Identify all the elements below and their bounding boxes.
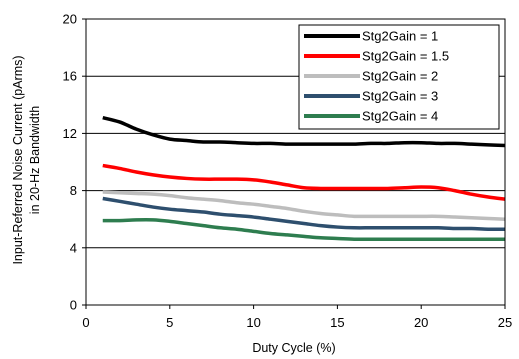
x-tick-label: 25: [498, 315, 512, 330]
legend-label-2: Stg2Gain = 1.5: [362, 49, 449, 64]
series-line-2: [102, 163, 506, 201]
y-tick-label: 16: [63, 69, 77, 84]
axis-ticks: [82, 18, 506, 309]
x-tick-labels: 0 5 10 15 20 25: [82, 315, 512, 330]
y-tick-label: 8: [70, 183, 77, 198]
y-tick-label: 0: [70, 298, 77, 313]
x-tick-label: 15: [330, 315, 344, 330]
series-line-5: [102, 218, 505, 242]
series-line-3: [102, 190, 506, 221]
y-axis-title-line-1: Input-Referred Noise Current (pArms): [11, 55, 25, 264]
y-axis-title: Input-Referred Noise Current (pArms) in …: [11, 55, 42, 264]
y-tick-label: 20: [63, 12, 77, 27]
x-tick-label: 10: [246, 315, 260, 330]
plot-frame: [85, 18, 506, 306]
legend: Stg2Gain = 1 Stg2Gain = 1.5 Stg2Gain = 2 St…: [298, 24, 500, 130]
x-tick-label: 20: [414, 315, 428, 330]
x-tick-label: 0: [82, 315, 89, 330]
x-tick-label: 5: [166, 315, 173, 330]
legend-label-5: Stg2Gain = 4: [362, 109, 438, 124]
legend-label-3: Stg2Gain = 2: [362, 69, 438, 84]
y-axis-title-line-2: in 20-Hz Bandwidth: [28, 106, 42, 214]
series-lines: [102, 115, 506, 242]
legend-label-1: Stg2Gain = 1: [362, 29, 438, 44]
y-tick-label: 12: [63, 126, 77, 141]
y-tick-labels: 0 4 8 12 16 20: [63, 12, 77, 313]
series-line-4: [102, 196, 506, 232]
series-line-1: [102, 115, 506, 148]
x-axis-title: Duty Cycle (%): [252, 341, 335, 355]
y-tick-label: 4: [70, 240, 77, 255]
legend-label-4: Stg2Gain = 3: [362, 89, 438, 104]
